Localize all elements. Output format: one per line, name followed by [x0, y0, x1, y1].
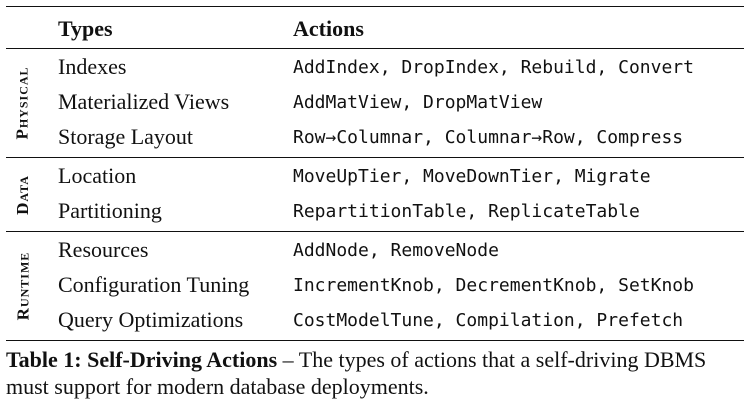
actions-cell: MoveUpTier, MoveDownTier, Migrate [293, 166, 651, 187]
table-top-rule [6, 6, 744, 7]
type-cell: Partitioning [58, 198, 162, 223]
table-row: Query Optimizations CostModelTune, Compi… [6, 303, 744, 338]
type-cell: Indexes [58, 54, 127, 79]
actions-cell: Row→Columnar, Columnar→Row, Compress [293, 127, 684, 148]
table-row: Storage Layout Row→Columnar, Columnar→Ro… [6, 120, 744, 155]
table-row: Materialized Views AddMatView, DropMatVi… [6, 85, 744, 120]
type-cell: Storage Layout [58, 124, 194, 149]
table-caption: Table 1: Self-Driving Actions – The type… [6, 346, 746, 400]
caption-label: Table 1: Self-Driving Actions [6, 347, 278, 372]
table-header: Types Actions [6, 12, 744, 46]
group-runtime: Runtime Resources AddNode, RemoveNode Co… [6, 233, 744, 339]
table-row: Location MoveUpTier, MoveDownTier, Migra… [6, 159, 744, 194]
type-cell: Query Optimizations [58, 307, 244, 332]
type-cell: Materialized Views [58, 89, 230, 114]
group-rule [6, 231, 744, 232]
table-row: Indexes AddIndex, DropIndex, Rebuild, Co… [6, 50, 744, 85]
group-data: Data Location MoveUpTier, MoveDownTier, … [6, 159, 744, 231]
group-physical: Physical Indexes AddIndex, DropIndex, Re… [6, 50, 744, 156]
type-cell: Resources [58, 237, 149, 262]
table-row: Configuration Tuning IncrementKnob, Decr… [6, 268, 744, 303]
type-cell: Configuration Tuning [58, 272, 250, 297]
table-row: Resources AddNode, RemoveNode [6, 233, 744, 268]
actions-cell: IncrementKnob, DecrementKnob, SetKnob [293, 275, 694, 296]
header-actions: Actions [293, 16, 364, 41]
header-types: Types [58, 16, 113, 41]
type-cell: Location [58, 163, 137, 188]
actions-cell: AddMatView, DropMatView [293, 92, 543, 113]
table-row: Partitioning RepartitionTable, Replicate… [6, 194, 744, 229]
actions-cell: RepartitionTable, ReplicateTable [293, 201, 640, 222]
actions-cell: CostModelTune, Compilation, Prefetch [293, 310, 684, 331]
group-rule [6, 157, 744, 158]
actions-cell: AddIndex, DropIndex, Rebuild, Convert [293, 57, 694, 78]
caption-text: – The types of actions that a self-drivi… [6, 347, 707, 399]
table-bottom-rule [6, 340, 744, 341]
actions-cell: AddNode, RemoveNode [293, 240, 499, 261]
header-rule [6, 48, 744, 49]
